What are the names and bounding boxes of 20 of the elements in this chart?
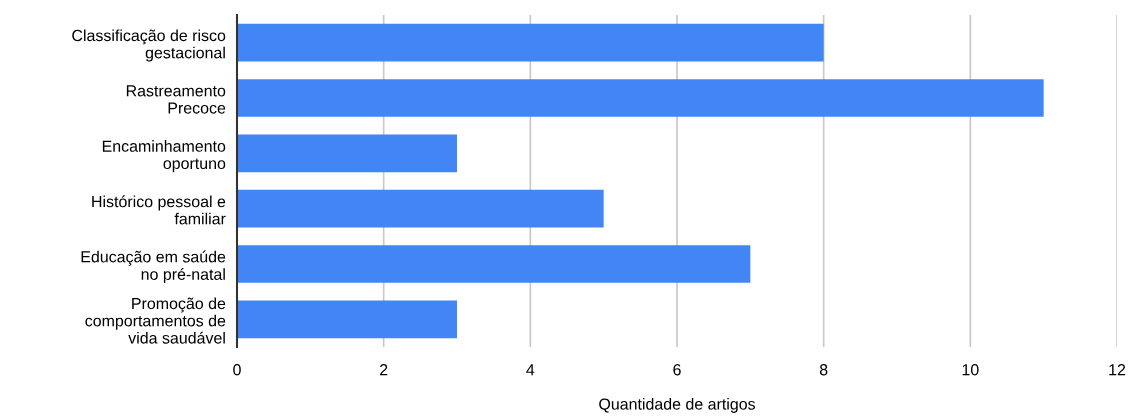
y-tick-label: Histórico pessoal e familiar [92, 195, 226, 225]
y-tick-label: Promoção de comportamentos de vida saudável [85, 297, 226, 344]
y-tick-label: Rastreamento Precoce [126, 85, 226, 114]
x-tick-label: 2 [380, 364, 388, 376]
bar [237, 23, 824, 62]
x-tick-label: 10 [962, 364, 979, 376]
bar [237, 79, 1044, 117]
x-tick-label: 4 [526, 364, 535, 376]
bar [237, 189, 604, 228]
x-tick-label: 12 [1109, 364, 1126, 376]
bar [237, 300, 457, 339]
x-tick-label: 0 [233, 364, 241, 376]
y-tick-label: Encaminhamento oportuno [102, 140, 226, 173]
x-tick-label: 8 [819, 364, 828, 376]
x-axis-title: Quantidade de artigos [599, 398, 756, 413]
y-tick-label: Classificação de risco gestacional [72, 29, 226, 62]
x-tick-label: 6 [673, 364, 681, 376]
bar [237, 134, 457, 173]
bar [237, 245, 751, 283]
y-tick-label: Educação em saúde no pré-natal [81, 250, 226, 284]
